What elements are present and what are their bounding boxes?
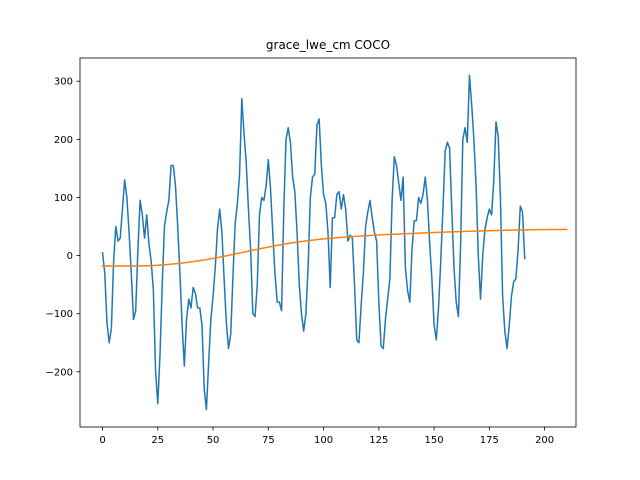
y-tick-label: 200 [54,135,73,146]
y-axis: −200 −100 0 100 200 300 [46,77,80,378]
x-tick-label: 50 [207,435,220,446]
x-tick-label: 75 [262,435,275,446]
y-tick-label: −200 [46,367,73,378]
chart-title: grace_lwe_cm COCO [266,38,390,52]
x-tick-label: 0 [99,435,105,446]
x-tick-label: 150 [425,435,444,446]
plot-area [79,57,577,428]
y-tick-label: 100 [54,193,73,204]
x-tick-label: 100 [314,435,333,446]
x-axis: 0 25 50 75 100 125 150 175 200 [99,427,554,446]
axes-frame [79,57,577,428]
y-tick-label: 0 [67,251,73,262]
x-tick-label: 25 [151,435,164,446]
series-line-2 [101,228,568,267]
x-tick-label: 125 [369,435,388,446]
series-line-1 [101,74,526,411]
y-tick-label: 300 [54,77,73,88]
x-tick-label: 200 [535,435,554,446]
series-layer [101,74,568,411]
x-tick-label: 175 [480,435,499,446]
y-tick-label: −100 [46,309,73,320]
